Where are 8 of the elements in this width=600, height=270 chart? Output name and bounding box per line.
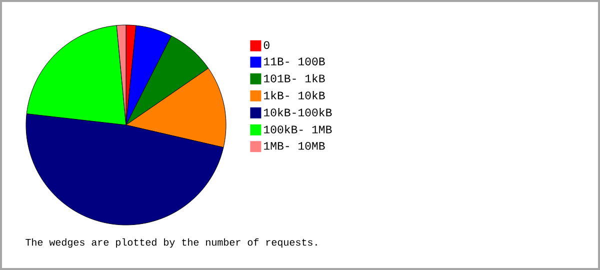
legend-label: 101B- 1kB [264,74,325,82]
legend-label: 1kB- 10kB [264,90,325,100]
legend-label: 10kB-100kB [264,108,332,116]
text: The wedges are plotted by the number of requests. [26,238,317,248]
legend-label: 1MB- 10MB [264,142,325,150]
legend-label: 100kB- 1MB [264,124,332,134]
legend-label: 11B- 100B [264,58,325,66]
legend-label: 0 [264,41,270,49]
